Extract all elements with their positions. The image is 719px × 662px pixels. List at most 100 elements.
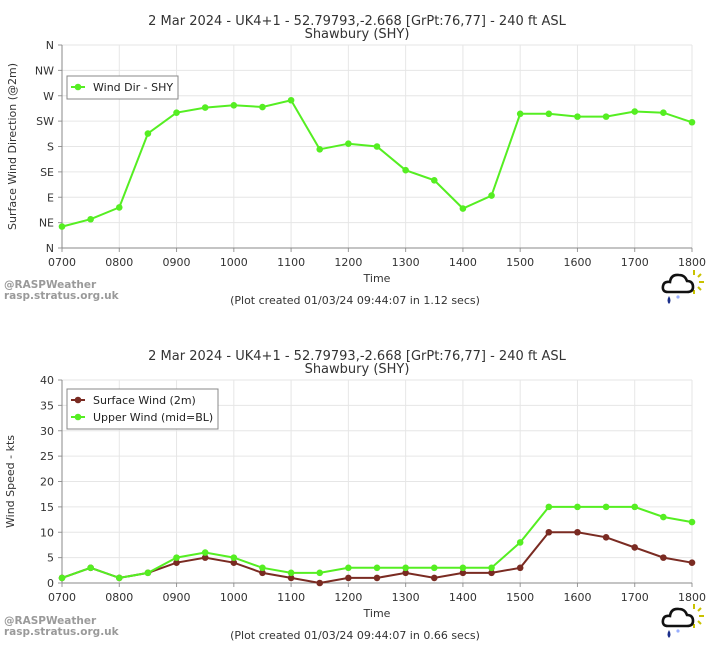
legend-entry: Wind Dir - SHY [93,81,173,94]
data-point [660,554,667,561]
x-tick-label: 1000 [220,256,248,269]
x-tick-label: 0700 [48,256,76,269]
chart-subtitle: Shawbury (SHY) [305,362,410,377]
data-point [574,113,581,120]
data-point [631,108,639,115]
x-tick-label: 1500 [506,256,534,269]
data-point [316,579,324,587]
data-point [402,569,409,577]
y-tick-label: S [47,141,54,154]
data-point [488,564,495,572]
credit-text-bottom: @RASPWeather rasp.stratus.org.uk [4,616,119,638]
data-point [87,215,94,223]
data-point [87,564,94,572]
data-point [688,518,696,526]
chart-title: 2 Mar 2024 - UK4+1 - 52.79793,-2.668 [Gr… [148,14,566,29]
chart-subtitle: Shawbury (SHY) [305,27,410,42]
y-tick-label: 15 [40,501,54,514]
data-point [545,110,553,118]
cloud-sun-logo-icon [661,270,704,304]
data-point [574,528,581,536]
data-point [230,559,238,566]
data-point [488,192,495,199]
legend-box [66,75,179,100]
credit-text-top: @RASPWeather rasp.stratus.org.uk [4,280,119,302]
y-tick-label: 5 [47,552,54,565]
credit-url: rasp.stratus.org.uk [4,626,119,638]
data-point [373,143,381,150]
x-tick-label: 1300 [392,256,420,269]
data-point [688,118,696,126]
x-tick-label: 1100 [277,591,305,604]
y-axis-label: Wind Speed - kts [4,435,17,528]
data-point [545,528,553,536]
x-tick-label: 1400 [449,591,477,604]
data-point [287,96,295,104]
x-tick-label: 0900 [163,591,191,604]
x-tick-label: 1200 [334,591,362,604]
data-point [516,110,524,118]
data-point [402,166,409,174]
data-point [230,554,238,561]
legend-entry: Surface Wind (2m) [93,394,196,407]
data-point [201,549,209,556]
y-tick-label: 35 [40,399,54,412]
data-point [459,564,467,572]
data-point [602,113,610,120]
data-point [259,103,266,111]
y-tick-label: SW [36,115,54,128]
y-tick-label: 10 [40,526,54,539]
y-tick-label: E [47,191,54,204]
legend-swatch-marker [74,396,82,404]
data-point [488,569,495,577]
data-point [430,564,438,572]
y-tick-label: 0 [47,577,54,590]
y-tick-label: 40 [40,374,54,387]
y-tick-label: NW [35,64,54,77]
x-tick-label: 1600 [563,591,591,604]
x-tick-label: 1700 [621,591,649,604]
y-tick-label: W [43,90,54,103]
x-tick-label: 0800 [105,591,133,604]
data-point [115,574,123,582]
y-tick-label: N [46,242,54,255]
x-tick-label: 1700 [621,256,649,269]
x-tick-label: 0800 [105,256,133,269]
data-point [287,574,295,582]
y-tick-label: NE [39,217,54,230]
y-tick-label: N [46,39,54,52]
x-tick-label: 1000 [220,591,248,604]
credit-url: rasp.stratus.org.uk [4,290,119,302]
data-point [402,564,409,572]
data-point [660,513,667,521]
data-point [259,569,266,577]
chart-title: 2 Mar 2024 - UK4+1 - 52.79793,-2.668 [Gr… [148,349,566,364]
x-tick-label: 1600 [563,256,591,269]
data-point [602,534,610,541]
data-point [545,503,553,511]
data-point [574,503,581,511]
data-point [373,574,381,582]
y-axis-label: Surface Wind Direction (@2m) [6,63,19,230]
data-point [345,564,352,572]
credit-handle: @RASPWeather [4,279,97,291]
x-tick-label: 1400 [449,256,477,269]
data-point [345,574,352,582]
x-tick-label: 0900 [163,256,191,269]
y-tick-label: SE [40,166,54,179]
data-point [430,177,438,184]
x-tick-label: 1200 [334,256,362,269]
data-point [58,574,66,582]
data-point [316,569,324,577]
data-point [173,559,180,566]
y-tick-label: 20 [40,476,54,489]
data-point [287,569,295,577]
data-point [459,205,467,212]
data-point [173,554,180,561]
legend-swatch-marker [74,83,82,91]
data-point [631,503,639,511]
legend-entry: Upper Wind (mid=BL) [93,411,213,424]
cloud-sun-logo-icon [661,604,704,638]
plot-footer: (Plot created 01/03/24 09:44:07 in 1.12 … [230,294,480,307]
credit-handle: @RASPWeather [4,615,97,627]
